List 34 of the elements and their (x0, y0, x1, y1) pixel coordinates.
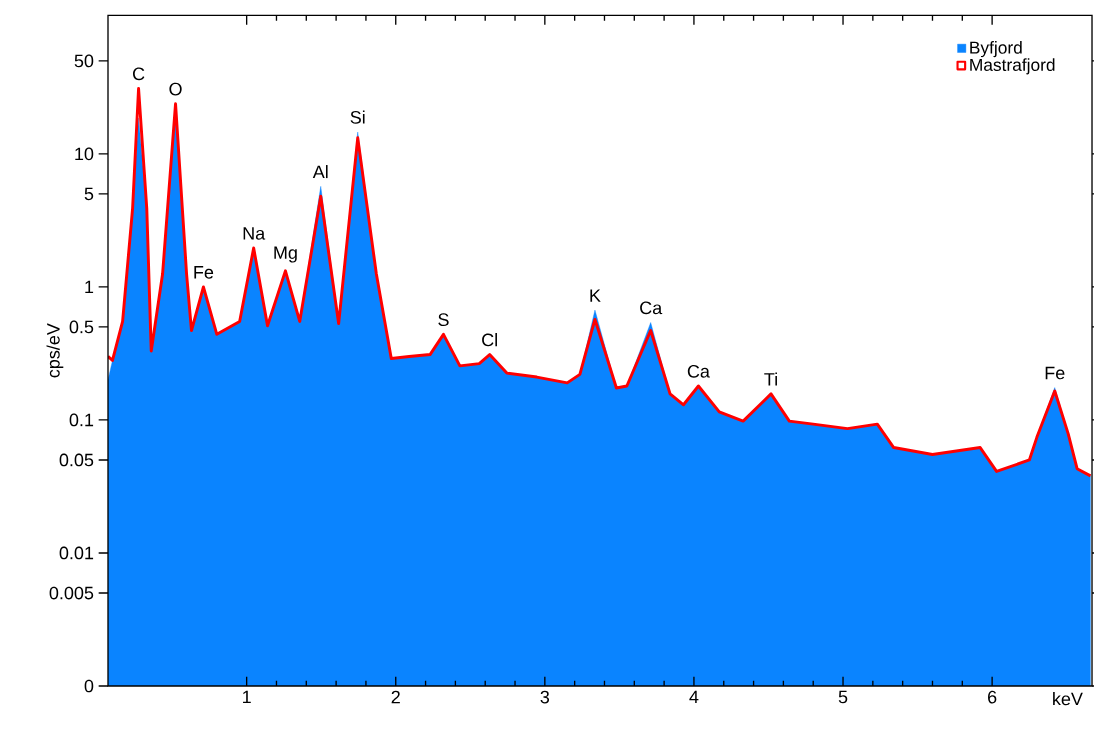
annotation: K (590, 289, 601, 302)
y-tick-label: 0.5 (69, 320, 94, 334)
y-axis-title: cps/eV (46, 323, 64, 378)
annotation: Si (350, 110, 365, 124)
y-tick-label: 0.05 (59, 453, 94, 467)
y-tick-label: 1 (85, 280, 94, 294)
x-tick-label: 4 (689, 690, 699, 704)
annotation: S (438, 313, 449, 327)
legend-label: Mastrafjord (970, 58, 1055, 75)
annotation: Al (312, 165, 328, 179)
annotation: Cl (482, 333, 497, 347)
x-tick-label: 5 (838, 690, 848, 704)
x-tick-label: 6 (988, 690, 997, 704)
annotation: Ca (640, 301, 663, 315)
x-tick-label: 1 (243, 690, 251, 704)
x-tick-label: 2 (391, 690, 400, 704)
y-tick-label: 0.005 (49, 586, 94, 600)
annotation: Fe (194, 266, 214, 279)
annotation: Ca (687, 364, 710, 378)
annotation: Fe (1045, 366, 1065, 380)
x-axis-title: keV (1053, 692, 1083, 706)
y-tick-label: 50 (74, 54, 94, 68)
annotation: O (169, 82, 182, 96)
annotation: Na (243, 227, 266, 240)
annotation: Ti (764, 372, 777, 386)
y-tick-label: 10 (75, 147, 94, 161)
x-tick-label: 3 (540, 690, 550, 704)
y-tick-label: 0.01 (59, 546, 94, 560)
y-tick-label: 0.1 (69, 413, 94, 427)
legend-label: Byfjord (970, 41, 1022, 58)
y-tick-label: 5 (84, 187, 94, 201)
y-tick-label: 0 (84, 679, 94, 693)
annotation: Mg (274, 246, 297, 263)
annotation: C (132, 67, 145, 81)
